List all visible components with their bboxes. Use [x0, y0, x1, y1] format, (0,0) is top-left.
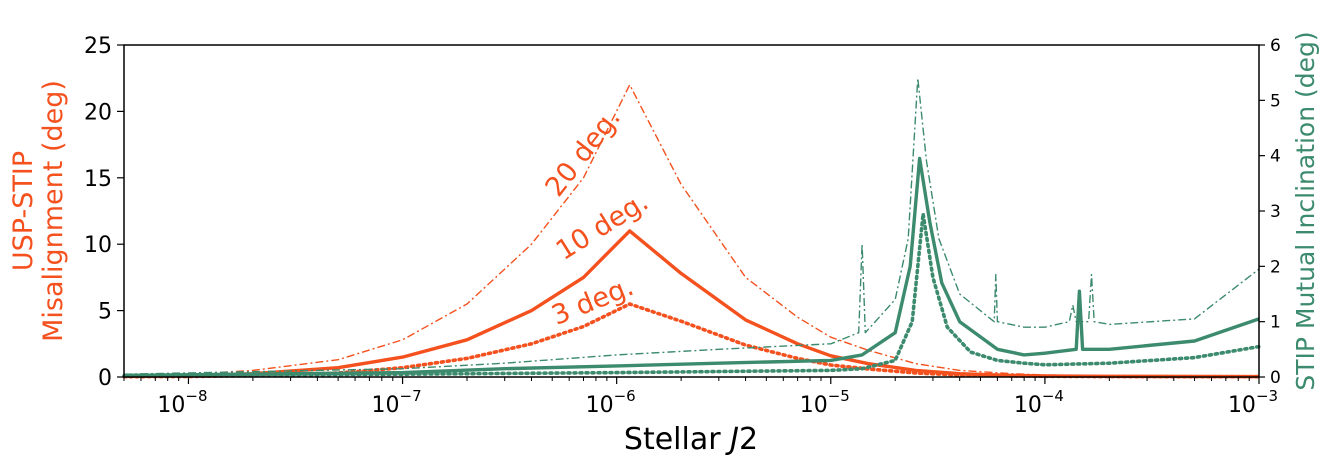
x-axis-label: Stellar J2 [624, 422, 758, 455]
x-tick-exponent: −3 [1256, 387, 1278, 405]
x-axis-label-prefix: Stellar [624, 422, 730, 455]
x-tick-label: 10−3 [1228, 387, 1278, 418]
x-tick-base: 10 [372, 393, 400, 418]
y-right-tick-label: 3 [1270, 202, 1281, 222]
y-right-tick-label: 0 [1270, 368, 1281, 388]
annotations-layer: 20 deg.10 deg.3 deg. [539, 103, 654, 332]
y-right-tick-label: 6 [1270, 36, 1281, 56]
series-line-left-dashdot [123, 84, 1260, 377]
x-tick-exponent: −4 [1042, 387, 1064, 405]
x-tick-exponent: −6 [614, 387, 636, 405]
x-tick-base: 10 [800, 393, 828, 418]
y-right-tick-label: 5 [1270, 91, 1281, 111]
y-right-label: STIP Mutual Inclination (deg) [1291, 31, 1320, 390]
y-left-tick-label: 20 [84, 100, 112, 125]
x-tick-label: 10−7 [372, 387, 422, 418]
y-left-tick-label: 10 [84, 233, 112, 258]
x-tick-label: 10−6 [586, 387, 636, 418]
x-tick-base: 10 [1014, 393, 1042, 418]
x-axis-label-symbol: J2 [725, 422, 758, 455]
x-tick-label: 10−8 [157, 387, 207, 418]
x-tick-exponent: −8 [185, 387, 207, 405]
series-line-left-solid [123, 229, 1260, 379]
y-right-tick-label: 4 [1270, 147, 1281, 167]
annotation-label: 20 deg. [539, 103, 626, 203]
series-line-right-solid [123, 156, 1260, 377]
x-tick-exponent: −5 [828, 387, 850, 405]
x-tick-base: 10 [1228, 393, 1256, 418]
x-tick-base: 10 [586, 393, 614, 418]
series-line-right-dashdot [123, 77, 1260, 375]
y-left-tick-label: 25 [84, 34, 112, 59]
plot-frame [123, 44, 1260, 378]
x-tick-base: 10 [157, 393, 185, 418]
y-right-tick-label: 2 [1270, 257, 1281, 277]
series-line-right-dotted [122, 212, 1261, 378]
y-left-tick-label: 15 [84, 167, 112, 192]
axes-layer: 10−8 10−7 10−6 10−5 10−4 10−30510152025012345… [84, 34, 1281, 418]
y-right-tick-label: 1 [1270, 313, 1281, 333]
x-tick-label: 10−4 [1014, 387, 1064, 418]
y-left-tick-label: 5 [98, 300, 112, 325]
x-tick-label: 10−5 [800, 387, 850, 418]
y-left-label-line1: USP-STIP [8, 151, 39, 271]
y-left-tick-label: 0 [98, 366, 112, 391]
series-layer [122, 77, 1261, 379]
x-axis-label-symbol-index: 2 [739, 422, 758, 455]
x-tick-exponent: −7 [400, 387, 422, 405]
y-left-label-line2: Misalignment (deg) [38, 80, 69, 342]
